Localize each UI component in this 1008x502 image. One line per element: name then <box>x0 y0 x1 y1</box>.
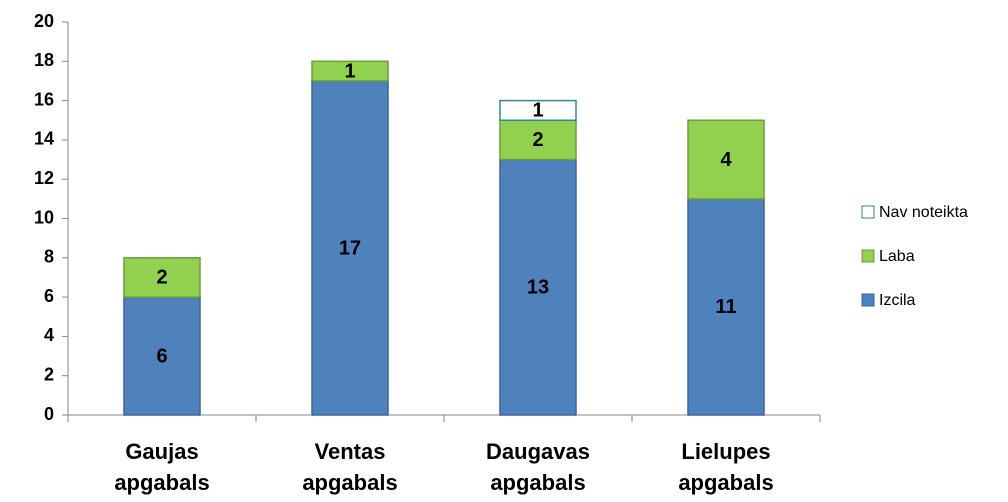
data-label: 2 <box>156 267 167 289</box>
data-label: 6 <box>156 345 167 367</box>
y-tick-label: 10 <box>34 207 54 227</box>
y-tick-label: 8 <box>44 247 54 267</box>
bar-segment <box>687 119 765 200</box>
y-tick-label: 6 <box>44 286 54 306</box>
x-tick-label: Daugavas apgabals <box>486 439 590 495</box>
x-tick-label: Lielupes apgabals <box>678 439 774 495</box>
y-tick-label: 4 <box>44 325 54 345</box>
y-tick-label: 0 <box>44 404 54 424</box>
y-tick-label: 2 <box>44 364 54 384</box>
y-tick-label: 14 <box>34 129 54 149</box>
data-label: 2 <box>532 129 543 151</box>
data-label: 17 <box>339 237 361 259</box>
y-tick-label: 12 <box>34 168 54 188</box>
x-tick-label: Gaujas apgabals <box>114 439 210 495</box>
legend-label: Izcila <box>879 292 916 309</box>
legend-swatch <box>861 293 875 307</box>
legend-swatch <box>861 249 875 263</box>
bar-segment <box>499 119 577 161</box>
y-tick-label: 16 <box>34 89 54 109</box>
data-label: 13 <box>527 277 549 299</box>
bar-segment <box>687 198 765 416</box>
x-tick-label: Ventas apgabals <box>302 439 398 495</box>
data-label: 11 <box>715 296 736 318</box>
y-tick-label: 20 <box>34 11 54 31</box>
legend-label: Laba <box>879 248 915 265</box>
data-label: 1 <box>532 100 543 122</box>
legend-swatch <box>861 205 875 219</box>
bar-segment <box>123 257 201 298</box>
bar-segment <box>311 60 389 82</box>
y-tick-label: 18 <box>34 50 54 70</box>
legend-label: Nav noteikta <box>879 204 968 221</box>
bar-segment <box>499 99 577 121</box>
data-label: 1 <box>344 60 355 82</box>
data-label: 4 <box>720 149 732 171</box>
